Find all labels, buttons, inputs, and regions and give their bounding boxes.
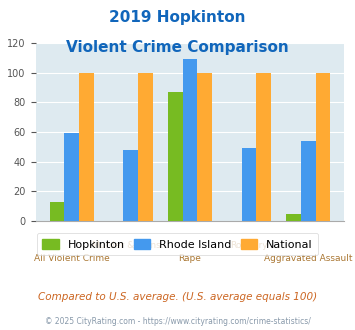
Bar xyxy=(301,141,316,221)
Text: Aggravated Assault: Aggravated Assault xyxy=(264,254,353,263)
Text: Compared to U.S. average. (U.S. average equals 100): Compared to U.S. average. (U.S. average … xyxy=(38,292,317,302)
Bar xyxy=(79,73,94,221)
Bar xyxy=(316,73,330,221)
Legend: Hopkinton, Rhode Island, National: Hopkinton, Rhode Island, National xyxy=(37,233,318,255)
Text: Rape: Rape xyxy=(179,254,201,263)
Bar xyxy=(168,92,182,221)
Bar xyxy=(138,73,153,221)
Text: Robbery: Robbery xyxy=(230,241,268,249)
Bar xyxy=(256,73,271,221)
Bar xyxy=(64,133,79,221)
Bar xyxy=(242,148,256,221)
Text: 2019 Hopkinton: 2019 Hopkinton xyxy=(109,10,246,25)
Bar xyxy=(197,73,212,221)
Bar xyxy=(50,202,64,221)
Text: Murder & Mans...: Murder & Mans... xyxy=(92,241,169,249)
Text: Violent Crime Comparison: Violent Crime Comparison xyxy=(66,40,289,54)
Text: © 2025 CityRating.com - https://www.cityrating.com/crime-statistics/: © 2025 CityRating.com - https://www.city… xyxy=(45,317,310,326)
Bar xyxy=(286,214,301,221)
Bar xyxy=(182,59,197,221)
Bar xyxy=(124,150,138,221)
Text: All Violent Crime: All Violent Crime xyxy=(34,254,110,263)
